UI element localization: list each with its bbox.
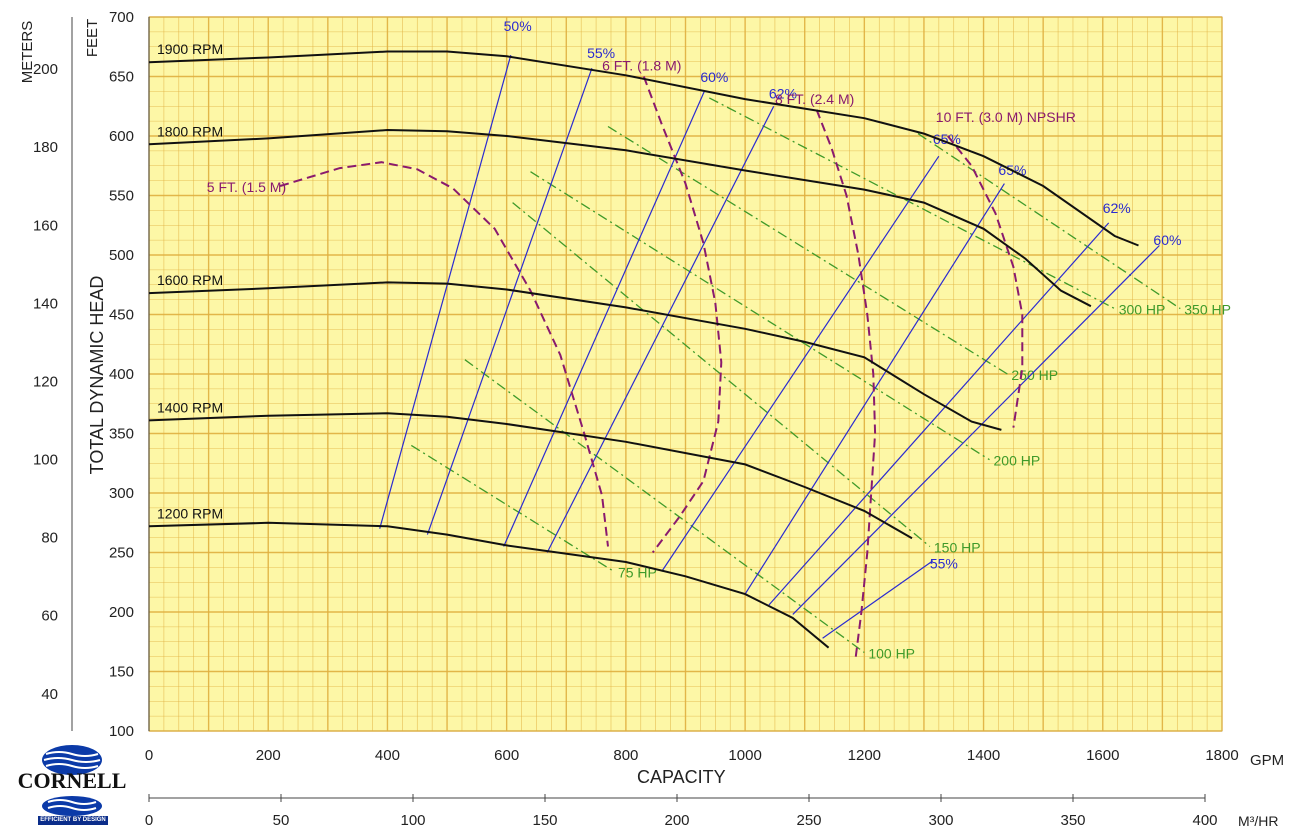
hp-label: 200 HP bbox=[994, 453, 1041, 469]
x-tick-label: 1000 bbox=[728, 747, 761, 764]
efficiency-label: 60% bbox=[1153, 232, 1181, 248]
y-tick-label: 400 bbox=[109, 366, 134, 383]
y-tick-label: 300 bbox=[109, 485, 134, 502]
efficiency-label: 62% bbox=[769, 86, 797, 102]
x2-axis-unit: M³/HR bbox=[1238, 813, 1278, 829]
y-axis-title: TOTAL DYNAMIC HEAD bbox=[87, 276, 107, 475]
efficiency-line bbox=[768, 222, 1110, 606]
x2-tick-label: 150 bbox=[532, 812, 557, 829]
efficiency-line bbox=[503, 90, 706, 547]
y-tick-label: 550 bbox=[109, 188, 134, 205]
y-tick-label: 350 bbox=[109, 426, 134, 443]
efficiency-line bbox=[822, 560, 934, 639]
x-tick-label: 200 bbox=[256, 747, 281, 764]
x-tick-label: 600 bbox=[494, 747, 519, 764]
y-tick-label: 650 bbox=[109, 69, 134, 86]
npshr-label: 8 FT. (2.4 M) bbox=[775, 91, 854, 107]
efficiency-label: 55% bbox=[930, 556, 958, 572]
y-tick-label: 450 bbox=[109, 307, 134, 324]
npshr-curve bbox=[279, 161, 609, 547]
x2-tick-label: 50 bbox=[273, 812, 290, 829]
y-tick-label: 500 bbox=[109, 247, 134, 264]
y-tick-label: 600 bbox=[109, 128, 134, 145]
efficiency-line bbox=[426, 68, 593, 535]
hp-label: 75 HP bbox=[618, 565, 657, 581]
speed-curve bbox=[148, 128, 1092, 308]
npshr-label: 6 FT. (1.8 M) bbox=[602, 58, 681, 74]
y2-tick-label: 120 bbox=[33, 373, 58, 390]
y2-tick-label: 180 bbox=[33, 139, 58, 156]
hp-label: 300 HP bbox=[1119, 302, 1166, 318]
x-axis-unit: GPM bbox=[1250, 752, 1284, 769]
y2-tick-label: 140 bbox=[33, 295, 58, 312]
x-tick-label: 1400 bbox=[967, 747, 1000, 764]
x-axis-title: CAPACITY bbox=[637, 767, 726, 787]
x-tick-label: 1600 bbox=[1086, 747, 1119, 764]
npshr-label: 5 FT. (1.5 M) bbox=[207, 179, 286, 195]
y-tick-label: 100 bbox=[109, 723, 134, 740]
x-tick-label: 1200 bbox=[848, 747, 881, 764]
y-tick-label: 200 bbox=[109, 604, 134, 621]
x2-tick-label: 200 bbox=[664, 812, 689, 829]
y2-tick-label: 200 bbox=[33, 61, 58, 78]
speed-curve bbox=[148, 412, 913, 540]
x2-tick-label: 100 bbox=[400, 812, 425, 829]
efficiency-label: 62% bbox=[1103, 200, 1131, 216]
rpm-label: 1200 RPM bbox=[157, 505, 223, 521]
rpm-label: 1600 RPM bbox=[157, 272, 223, 288]
hp-line bbox=[464, 359, 865, 654]
y2-tick-label: 100 bbox=[33, 452, 58, 469]
rpm-label: 1800 RPM bbox=[157, 123, 223, 139]
x2-tick-label: 400 bbox=[1192, 812, 1217, 829]
hp-line bbox=[709, 97, 1115, 310]
x-tick-label: 800 bbox=[613, 747, 638, 764]
x2-tick-label: 300 bbox=[928, 812, 953, 829]
hp-label: 150 HP bbox=[934, 540, 981, 556]
npshr-curve bbox=[947, 135, 1024, 428]
hp-label: 350 HP bbox=[1184, 302, 1231, 318]
npshr-curve bbox=[815, 109, 877, 660]
npshr-label: 10 FT. (3.0 M) NPSHR bbox=[936, 109, 1076, 125]
speed-curve bbox=[148, 281, 1002, 431]
rpm-label: 1400 RPM bbox=[157, 399, 223, 415]
hp-label: 100 HP bbox=[868, 645, 915, 661]
cornell-logo: CORNELL EFFICIENT BY DESIGN bbox=[8, 742, 136, 828]
x-tick-label: 400 bbox=[375, 747, 400, 764]
x-tick-label: 1800 bbox=[1205, 747, 1238, 764]
x-tick-label: 0 bbox=[145, 747, 153, 764]
y-axis-unit: FEET bbox=[84, 19, 101, 57]
efficiency-label: 60% bbox=[700, 69, 728, 85]
y2-tick-label: 80 bbox=[41, 530, 58, 547]
wave-logo-icon bbox=[42, 745, 102, 816]
hp-line bbox=[607, 125, 1008, 375]
speed-curve bbox=[148, 521, 830, 649]
y2-tick-label: 40 bbox=[41, 686, 58, 703]
efficiency-line bbox=[792, 245, 1160, 615]
y2-axis-unit: METERS bbox=[19, 21, 36, 84]
efficiency-label: 50% bbox=[504, 18, 532, 34]
efficiency-line bbox=[661, 155, 940, 572]
npshr-curve bbox=[642, 76, 723, 554]
hp-label: 250 HP bbox=[1011, 367, 1058, 383]
hp-line bbox=[917, 133, 1181, 310]
logo-wordmark: CORNELL bbox=[17, 768, 127, 793]
rpm-label: 1900 RPM bbox=[157, 41, 223, 57]
x2-tick-label: 350 bbox=[1060, 812, 1085, 829]
efficiency-label: 55% bbox=[587, 45, 615, 61]
y-tick-label: 250 bbox=[109, 545, 134, 562]
speed-curve bbox=[148, 50, 1139, 247]
logo-tagline: EFFICIENT BY DESIGN bbox=[38, 816, 108, 825]
efficiency-line bbox=[744, 183, 1005, 595]
y-tick-label: 150 bbox=[109, 664, 134, 681]
efficiency-label: 65% bbox=[933, 131, 961, 147]
y2-tick-label: 160 bbox=[33, 217, 58, 234]
efficiency-line bbox=[546, 106, 775, 553]
y2-tick-label: 60 bbox=[41, 608, 58, 625]
x2-tick-label: 250 bbox=[796, 812, 821, 829]
x2-tick-label: 0 bbox=[145, 812, 153, 829]
y-tick-label: 700 bbox=[109, 9, 134, 26]
